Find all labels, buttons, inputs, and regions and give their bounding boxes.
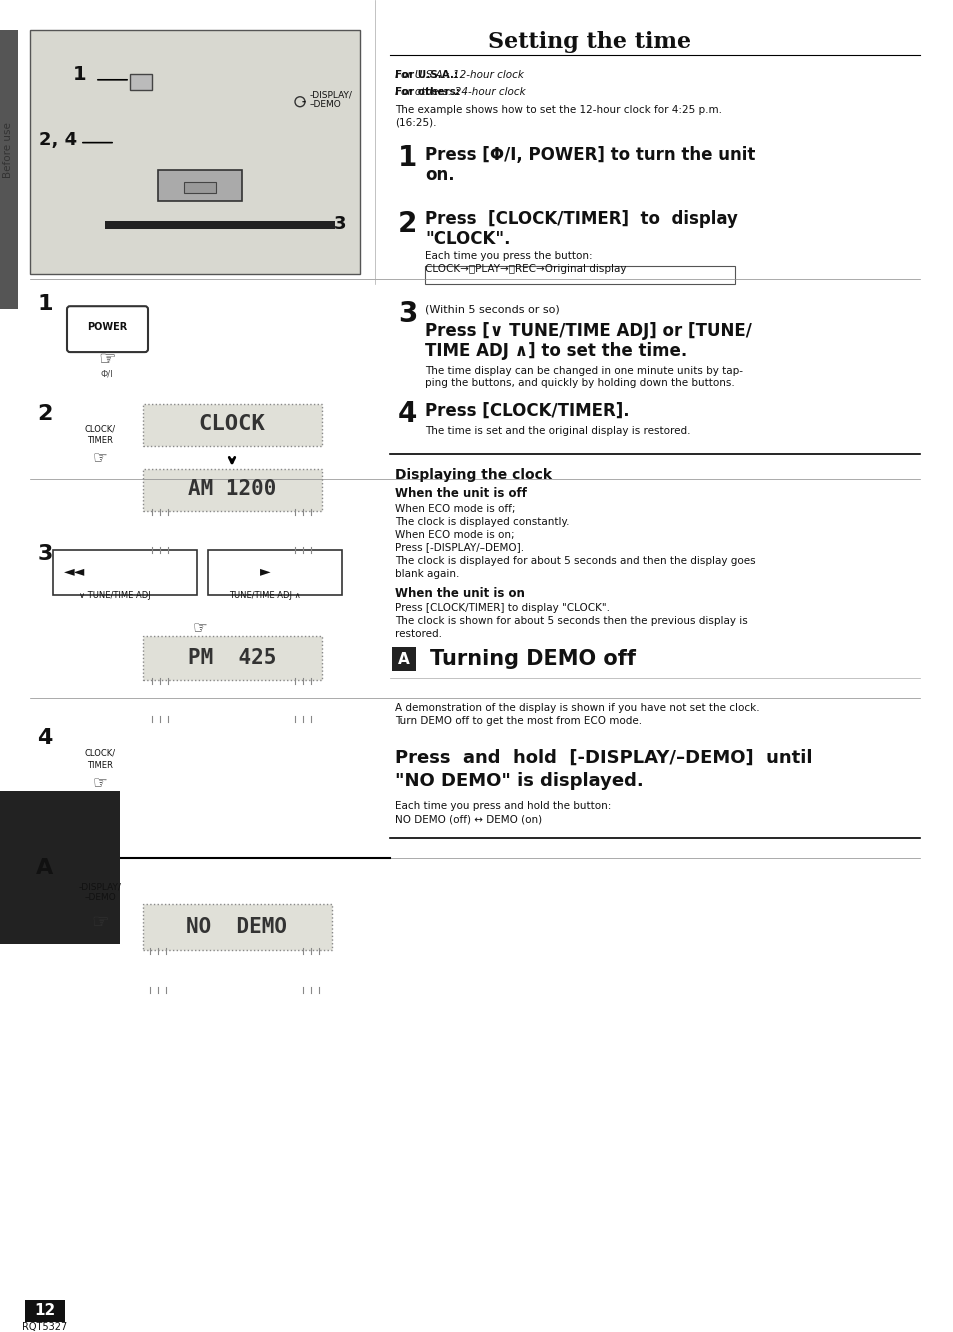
Text: For others:: For others: <box>395 87 459 97</box>
Text: When the unit is on: When the unit is on <box>395 587 524 599</box>
Text: The time is set and the original display is restored.: The time is set and the original display… <box>424 426 690 436</box>
Bar <box>0 29 18 309</box>
Text: CLOCK: CLOCK <box>198 414 265 434</box>
Text: (16:25).: (16:25). <box>395 117 436 128</box>
Text: CLOCK/: CLOCK/ <box>85 425 115 433</box>
Text: CLOCK→ⓂPLAY→ⓂREC→Original display: CLOCK→ⓂPLAY→ⓂREC→Original display <box>424 264 626 274</box>
Text: on.: on. <box>424 165 455 184</box>
Text: -DISPLAY/
–DEMO: -DISPLAY/ –DEMO <box>310 91 353 109</box>
FancyBboxPatch shape <box>67 306 148 352</box>
Text: 1: 1 <box>37 294 52 314</box>
FancyBboxPatch shape <box>143 637 322 681</box>
FancyBboxPatch shape <box>392 647 416 671</box>
Text: Press  and  hold  [-DISPLAY/–DEMO]  until: Press and hold [-DISPLAY/–DEMO] until <box>395 749 812 767</box>
Text: Turn DEMO off to get the most from ECO mode.: Turn DEMO off to get the most from ECO m… <box>395 717 641 726</box>
Text: blank again.: blank again. <box>395 569 459 578</box>
Text: ☞: ☞ <box>92 774 108 793</box>
Text: TUNE/TIME ADJ ∧: TUNE/TIME ADJ ∧ <box>229 591 300 599</box>
Text: ping the buttons, and quickly by holding down the buttons.: ping the buttons, and quickly by holding… <box>424 378 734 388</box>
Text: restored.: restored. <box>395 629 441 639</box>
Text: "CLOCK".: "CLOCK". <box>424 230 510 248</box>
Text: Each time you press and hold the button:: Each time you press and hold the button: <box>395 801 611 811</box>
Text: ☞: ☞ <box>91 914 109 932</box>
FancyBboxPatch shape <box>143 469 322 510</box>
Text: A: A <box>397 651 410 667</box>
Text: 3: 3 <box>397 300 416 328</box>
Text: 3: 3 <box>334 216 346 233</box>
Text: The example shows how to set the 12-hour clock for 4:25 p.m.: The example shows how to set the 12-hour… <box>395 105 721 115</box>
Text: TIME ADJ ∧] to set the time.: TIME ADJ ∧] to set the time. <box>424 342 686 360</box>
Text: ☞: ☞ <box>193 619 207 638</box>
Text: The clock is shown for about 5 seconds then the previous display is: The clock is shown for about 5 seconds t… <box>395 617 747 626</box>
Text: For U.S.A.: 12-hour clock: For U.S.A.: 12-hour clock <box>395 69 523 80</box>
Text: The clock is displayed for about 5 seconds and then the display goes: The clock is displayed for about 5 secon… <box>395 555 755 566</box>
Text: TIMER: TIMER <box>87 761 112 770</box>
Text: For U.S.A.:: For U.S.A.: <box>395 69 457 80</box>
FancyBboxPatch shape <box>53 550 196 595</box>
Text: Setting the time: Setting the time <box>488 31 691 53</box>
Text: 1: 1 <box>397 144 416 172</box>
Text: -DISPLAY/
–DEMO: -DISPLAY/ –DEMO <box>78 883 121 902</box>
FancyBboxPatch shape <box>158 169 242 201</box>
Text: Turning DEMO off: Turning DEMO off <box>430 649 636 669</box>
Text: PM  425: PM 425 <box>188 649 276 669</box>
Text: ☞: ☞ <box>92 450 108 468</box>
Text: Press [∨ TUNE/TIME ADJ] or [TUNE/: Press [∨ TUNE/TIME ADJ] or [TUNE/ <box>424 322 751 340</box>
Text: For others: 24-hour clock: For others: 24-hour clock <box>395 87 525 97</box>
Text: ☞: ☞ <box>98 349 115 369</box>
Text: Displaying the clock: Displaying the clock <box>395 468 552 482</box>
Text: 1: 1 <box>73 65 87 84</box>
FancyBboxPatch shape <box>143 903 332 950</box>
Text: 2: 2 <box>37 404 52 424</box>
Text: (Within 5 seconds or so): (Within 5 seconds or so) <box>424 304 559 314</box>
Text: The time display can be changed in one minute units by tap-: The time display can be changed in one m… <box>424 366 742 376</box>
Text: "NO DEMO" is displayed.: "NO DEMO" is displayed. <box>395 773 643 790</box>
Text: Press [CLOCK/TIMER].: Press [CLOCK/TIMER]. <box>424 402 629 420</box>
Text: Press [CLOCK/TIMER] to display "CLOCK".: Press [CLOCK/TIMER] to display "CLOCK". <box>395 603 609 614</box>
FancyBboxPatch shape <box>208 550 341 595</box>
Text: Before use: Before use <box>3 121 13 177</box>
FancyBboxPatch shape <box>184 181 215 193</box>
Text: Press  [CLOCK/TIMER]  to  display: Press [CLOCK/TIMER] to display <box>424 210 737 228</box>
Bar <box>105 221 335 229</box>
Text: ►: ► <box>259 565 270 578</box>
Text: A: A <box>36 858 53 878</box>
FancyBboxPatch shape <box>30 29 359 274</box>
Text: CLOCK/: CLOCK/ <box>85 749 115 758</box>
Text: RQT5327: RQT5327 <box>22 1321 68 1332</box>
Text: 2: 2 <box>397 210 416 238</box>
Text: TIMER: TIMER <box>87 437 112 445</box>
FancyBboxPatch shape <box>143 404 322 446</box>
Text: 4: 4 <box>397 400 416 428</box>
Text: A demonstration of the display is shown if you have not set the clock.: A demonstration of the display is shown … <box>395 703 759 713</box>
Text: 2, 4: 2, 4 <box>39 131 77 149</box>
Text: 4: 4 <box>37 729 52 749</box>
Text: ∨ TUNE/TIME ADJ: ∨ TUNE/TIME ADJ <box>79 591 151 599</box>
Text: NO DEMO (off) ↔ DEMO (on): NO DEMO (off) ↔ DEMO (on) <box>395 815 541 825</box>
Bar <box>130 73 152 89</box>
Text: 3: 3 <box>37 543 52 563</box>
Text: The clock is displayed constantly.: The clock is displayed constantly. <box>395 517 569 526</box>
Text: When ECO mode is off;: When ECO mode is off; <box>395 503 515 514</box>
Text: When the unit is off: When the unit is off <box>395 488 526 501</box>
Text: Each time you press the button:: Each time you press the button: <box>424 252 592 261</box>
Text: NO  DEMO: NO DEMO <box>186 916 287 936</box>
Text: Press [Φ/I, POWER] to turn the unit: Press [Φ/I, POWER] to turn the unit <box>424 145 755 164</box>
Text: POWER: POWER <box>87 322 127 332</box>
Text: When ECO mode is on;: When ECO mode is on; <box>395 530 514 539</box>
Text: Ф/I: Ф/I <box>101 369 113 378</box>
Text: 12: 12 <box>34 1303 55 1319</box>
Text: AM 1200: AM 1200 <box>188 478 276 498</box>
Text: Press [-DISPLAY/–DEMO].: Press [-DISPLAY/–DEMO]. <box>395 542 523 553</box>
Text: ◄◄: ◄◄ <box>64 565 86 578</box>
Bar <box>25 1300 65 1321</box>
